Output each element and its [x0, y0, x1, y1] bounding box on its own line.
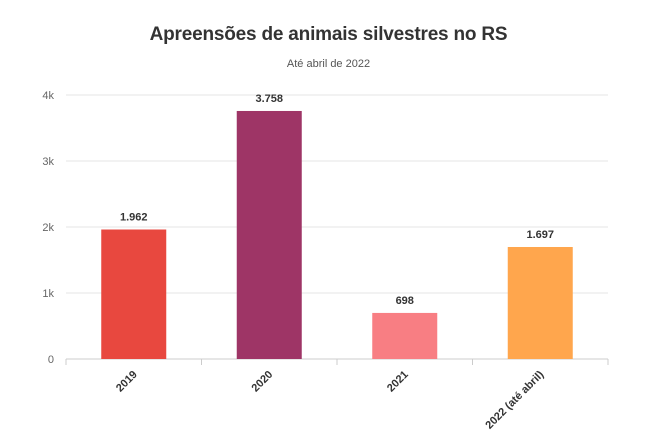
x-tick-label: 2021: [385, 369, 411, 395]
bar-2022[interactable]: [507, 246, 573, 359]
bar-2020[interactable]: [236, 110, 302, 359]
bar-2021[interactable]: [372, 312, 438, 359]
bars: [101, 110, 573, 359]
y-tick-label: 3k: [42, 156, 54, 168]
y-tick-label: 4k: [42, 90, 54, 102]
data-labels: 1.962 3.758 698 1.697: [120, 93, 554, 307]
x-tick-label: 2022 (até abril): [483, 368, 546, 431]
bar-2019[interactable]: [101, 229, 167, 359]
x-tick-label: 2020: [250, 369, 276, 395]
data-label: 1.962: [120, 212, 148, 224]
x-tick-label: 2019: [114, 369, 140, 395]
x-axis: 2019 2020 2021 2022 (até abril): [65, 358, 609, 432]
y-tick-label: 1k: [42, 288, 54, 300]
data-label: 1.697: [526, 229, 554, 241]
chart-subtitle: Até abril de 2022: [286, 58, 371, 70]
chart-title: Apreensões de animais silvestres no RS: [149, 24, 508, 45]
y-tick-label: 2k: [42, 222, 54, 234]
y-tick-label: 0: [48, 354, 54, 366]
y-axis: 0 1k 2k 3k 4k: [42, 90, 54, 366]
data-label: 3.758: [255, 93, 283, 105]
data-label: 698: [396, 295, 414, 307]
